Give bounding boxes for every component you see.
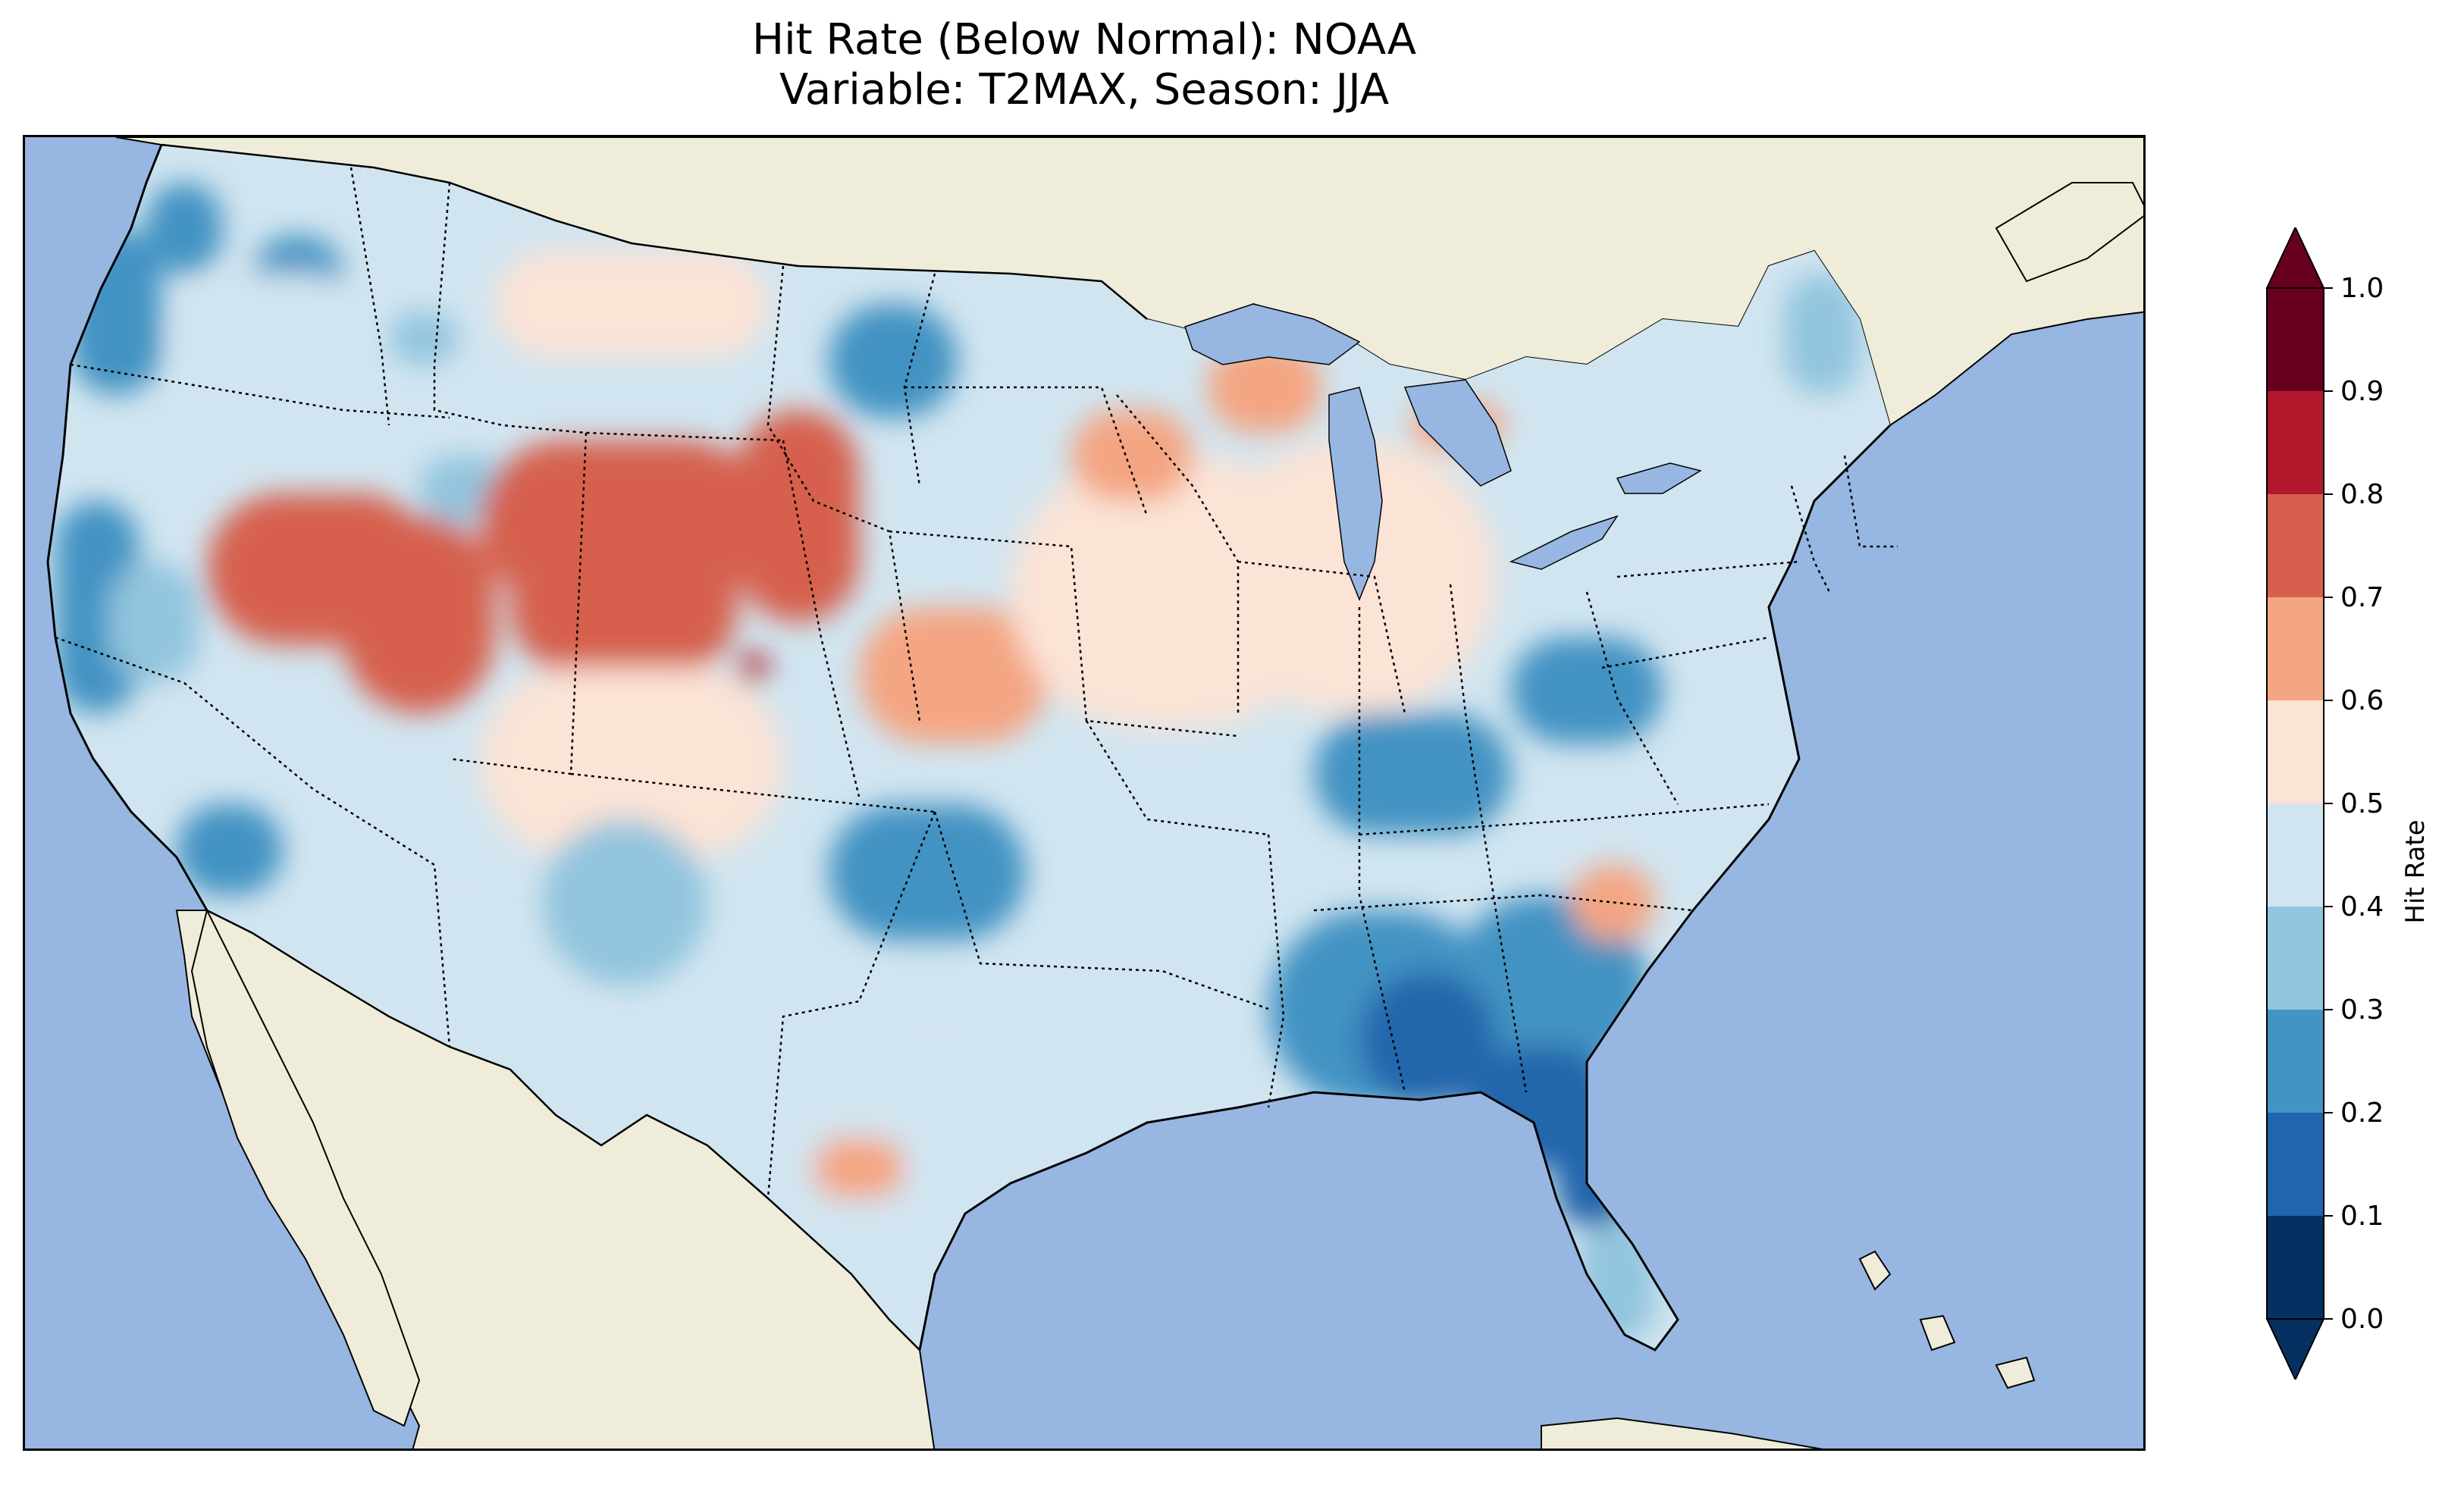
region-central-plains: [480, 668, 783, 857]
colorbar-swatch: [2267, 907, 2324, 1010]
state-border: [1359, 803, 1770, 836]
state-border: [1585, 591, 1679, 805]
state-border: [1601, 636, 1770, 669]
chart-title-line-2: Variable: T2MAX, Season: JJA: [779, 65, 1390, 114]
colorbar-label: Hit Rate: [2400, 819, 2431, 923]
bahamas-island-1: [1858, 1250, 1892, 1291]
colorbar-swatch: [2267, 597, 2324, 700]
region-nevada-great-basin: [343, 516, 495, 713]
colorbar: 0.0 0.1 0.2 0.3 0.4 0.5 0.6 0.7 0.8 0.9 1.0 Hit Ra…: [2265, 227, 2431, 1380]
state-borders: [55, 167, 1898, 1199]
colorbar-tick-label: 0.0: [2340, 1304, 2384, 1335]
region-pacific-northwest-coast: [71, 228, 161, 395]
colorbar-tick-label: 0.3: [2340, 994, 2384, 1026]
region-oklahoma-east: [829, 804, 1026, 941]
colorbar-over-arrow: [2265, 227, 2325, 289]
colorbar-tick-label: 1.0: [2340, 273, 2384, 304]
region-maine: [1784, 274, 1860, 395]
mexico-border: [206, 909, 920, 1351]
state-border: [1616, 560, 1800, 578]
region-texas-south: [783, 1009, 1086, 1236]
colorbar-swatch: [2267, 700, 2324, 803]
region-southeast: [1450, 895, 1647, 1077]
great-lakes: [1184, 303, 1702, 602]
region-north-dakota-center: [829, 304, 958, 418]
region-central-california: [108, 562, 199, 683]
region-pacific-northwest-coast: [146, 183, 222, 274]
colorbar-tick-label: 0.7: [2340, 582, 2384, 613]
region-texas-hill-country: [813, 1138, 904, 1198]
lake-superior: [1184, 303, 1361, 365]
state-border: [433, 182, 784, 442]
map-canvas: [46, 137, 2143, 1449]
state-border: [889, 530, 1239, 738]
colorbar-swatches: [2265, 227, 2325, 1380]
state-border: [55, 636, 451, 1048]
region-kansas-center: [859, 607, 1049, 744]
us-coastline: [46, 144, 208, 911]
region-north-florida: [1556, 1123, 1632, 1229]
nova-scotia-land: [1995, 182, 2143, 283]
region-minnesota-wisconsin: [1071, 410, 1193, 501]
colorbar-ticks: 0.0 0.1 0.2 0.3 0.4 0.5 0.6 0.7 0.8 0.9 1.0: [2324, 273, 2384, 1335]
lake-michigan: [1328, 387, 1383, 602]
bahamas-island-2: [1919, 1314, 1956, 1351]
map-frame: [23, 135, 2146, 1451]
bahamas-island-3: [1995, 1356, 2036, 1389]
colorbar-swatch: [2267, 391, 2324, 494]
region-oregon-interior: [177, 274, 374, 410]
region-northeast: [1617, 380, 1814, 592]
colorbar-swatch: [2267, 803, 2324, 907]
cuba-island: [1541, 1417, 1823, 1449]
colorbar-swatch: [2267, 494, 2324, 597]
region-southwest-desert: [313, 865, 601, 1062]
colorbar-swatch: [2267, 288, 2324, 391]
region-colorado-peak: [738, 653, 768, 683]
region-california-coast: [177, 804, 283, 895]
state-border: [782, 440, 861, 797]
colorbar-tick-label: 0.8: [2340, 479, 2384, 510]
chart-title-line-1: Hit Rate (Below Normal): NOAA: [751, 15, 1417, 64]
region-ohio-valley: [1511, 637, 1663, 744]
lake-huron: [1403, 379, 1512, 487]
state-border: [904, 386, 1149, 517]
state-border: [766, 265, 921, 722]
state-border: [570, 772, 936, 813]
colorbar-tick-label: 0.6: [2340, 685, 2384, 716]
state-border: [1843, 455, 1898, 548]
colorbar-tick-label: 0.1: [2340, 1201, 2384, 1232]
land-masses: [115, 137, 2143, 1449]
canada-border: [161, 143, 1148, 320]
region-ohio-valley: [1314, 713, 1511, 835]
colorbar-swatch: [2267, 1010, 2324, 1113]
region-montana-east: [495, 251, 768, 357]
state-border: [350, 167, 390, 426]
colorbar-tick-label: 0.2: [2340, 1098, 2384, 1129]
state-border: [933, 811, 1269, 1010]
region-michigan-upper: [1208, 342, 1321, 433]
colorbar-swatch: [2267, 1113, 2324, 1216]
hit-rate-heatmap: [48, 145, 1890, 1350]
state-border: [1237, 560, 1406, 714]
baja-peninsula: [190, 908, 421, 1427]
lake-erie: [1509, 515, 1619, 570]
region-northern-idaho: [389, 312, 457, 365]
gulf-coastline: [918, 424, 1892, 1351]
colorbar-tick-label: 0.5: [2340, 788, 2384, 819]
colorbar-tick-label: 0.4: [2340, 891, 2384, 922]
colorbar-under-arrow: [2265, 1318, 2325, 1380]
state-border: [1358, 607, 1406, 1093]
colorbar-swatch: [2267, 1216, 2324, 1319]
colorbar-tick-label: 0.9: [2340, 376, 2384, 407]
region-new-mexico-texas-panhandle: [541, 819, 707, 986]
state-border: [1313, 894, 1694, 912]
region-utah-colorado-high: [510, 539, 738, 675]
region-alabama-georgia-core: [1359, 971, 1496, 1107]
state-border: [1116, 394, 1240, 713]
lake-ontario: [1616, 462, 1702, 494]
